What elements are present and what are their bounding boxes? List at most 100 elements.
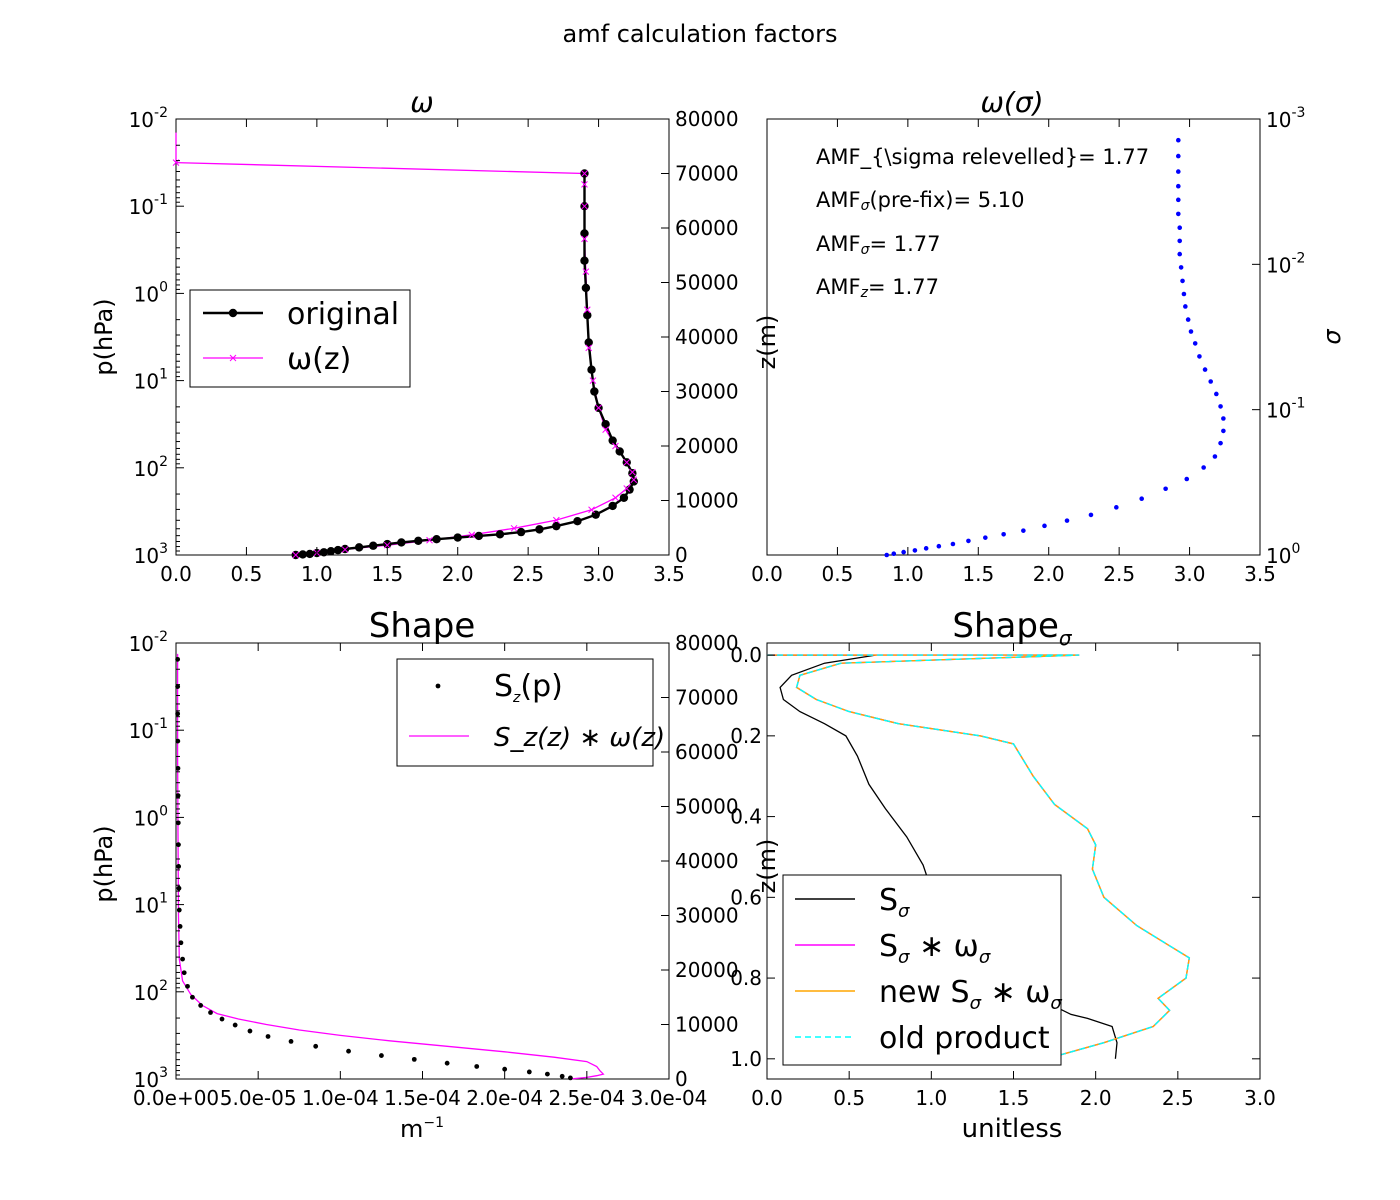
data-point-original <box>305 549 315 559</box>
y2-tick-label: 70000 <box>675 686 739 710</box>
text-part: -1 <box>1291 396 1305 412</box>
data-point-omega-z <box>612 442 619 450</box>
data-point-sz-p <box>232 1022 238 1028</box>
y-tick-label: 10-1 <box>129 192 168 219</box>
data-point-omega-z <box>383 541 391 549</box>
data-point-original <box>354 543 364 552</box>
data-point <box>1181 291 1187 297</box>
x-tick-label: 3.5 <box>1244 562 1276 586</box>
data-point-original <box>584 338 593 347</box>
annotation: AMFσ(pre-fix)= 5.10 <box>816 188 1025 214</box>
data-point-original <box>581 283 591 293</box>
x-axis-label: m−1 <box>400 1115 444 1143</box>
data-point <box>1177 251 1183 257</box>
y2-axis-label: σ <box>1318 329 1346 345</box>
data-point <box>1176 153 1181 159</box>
y-tick-label: 1.0 <box>730 1047 762 1071</box>
text-part: 2 <box>159 978 168 994</box>
text-part: σ <box>861 242 871 258</box>
data-point <box>1178 265 1184 270</box>
data-point-original <box>474 531 484 541</box>
text-part: -3 <box>1291 105 1305 121</box>
data-point-omega-z <box>581 202 588 210</box>
text-part: σ <box>1059 626 1073 650</box>
data-point <box>1188 329 1194 334</box>
data-point <box>1176 137 1181 143</box>
text-part: old product <box>879 1021 1050 1056</box>
text-part: 0 <box>159 279 168 295</box>
text-part: 10 <box>129 632 154 656</box>
y-tick-label: 0.8 <box>730 966 762 990</box>
chart-omega-sigma: 0.0 0.5 1.0 1.5 2.0 2.5 3.0 3.510-310-210-1100ω… <box>751 86 1346 586</box>
legend: Sz(p) S_z(z) ∗ ω(z) <box>396 658 665 767</box>
text-part: 10 <box>129 108 154 132</box>
legend-marker-sz-p <box>435 683 441 689</box>
text-part: AMF <box>816 275 861 299</box>
data-point <box>891 551 897 557</box>
data-point-sz-p <box>444 1060 450 1066</box>
data-point-sz-p <box>544 1071 550 1077</box>
annotation: AMFz= 1.77 <box>816 275 939 301</box>
data-point-sz-p <box>265 1034 271 1039</box>
y2-tick-label: 10000 <box>675 1013 739 1037</box>
data-point-sz-p <box>175 793 181 798</box>
legend-label-s-sigma-omega: Sσ ∗ ωσ <box>879 929 991 968</box>
y-tick-label: 10-2 <box>129 105 168 132</box>
data-point <box>1201 465 1206 470</box>
data-point-sz-p <box>175 711 181 717</box>
data-point-omega-z <box>595 404 602 412</box>
data-point <box>1197 354 1202 359</box>
y2-tick-label: 40000 <box>675 325 739 349</box>
y2-tick-label: 10-2 <box>1266 250 1305 277</box>
x-tick-label: 3.0 <box>1174 562 1206 586</box>
y-axis-label: z(m) <box>753 315 781 370</box>
chart-shape-sigma: 0.0 0.5 1.0 1.5 2.0 2.5 3.0 0.0 0.2 0.4 0.6 0.8 1.0 S… <box>730 606 1276 1144</box>
data-point <box>1183 304 1188 309</box>
data-point-original <box>629 477 638 486</box>
data-point-sz-p <box>177 924 183 929</box>
data-point-sz-p <box>175 684 181 689</box>
data-point <box>1221 416 1226 421</box>
text-part: 0 <box>1291 541 1300 557</box>
data-point <box>1185 317 1191 322</box>
text-part: -2 <box>154 629 168 645</box>
data-point <box>1176 183 1181 189</box>
chart-title: Shape <box>369 606 475 646</box>
text-part: 10 <box>134 370 159 394</box>
y-tick-label: 10-1 <box>129 716 168 743</box>
x-tick-label: 0.5 <box>833 1086 865 1110</box>
data-point-omega-z <box>581 235 588 243</box>
x-tick-label: 0.0 <box>751 1086 783 1110</box>
x-tick-label: 2.5e-04 <box>548 1086 625 1110</box>
data-point-omega-z <box>623 485 631 492</box>
text-part: -1 <box>154 192 168 208</box>
data-point-original <box>319 548 329 557</box>
data-point <box>1064 518 1070 523</box>
data-point-original <box>587 365 596 374</box>
text-part: -2 <box>154 105 168 121</box>
data-point-original <box>383 539 392 549</box>
data-point-original <box>298 550 307 559</box>
y-tick-label: 0.0 <box>730 643 762 667</box>
data-point-sz-p <box>568 1075 573 1081</box>
data-point <box>901 549 906 555</box>
data-point-sz-p <box>474 1064 480 1069</box>
y2-tick-label: 70000 <box>675 162 739 186</box>
data-point-sz-p <box>175 738 181 744</box>
data-point-omega-z <box>585 344 593 352</box>
data-point <box>936 543 942 549</box>
data-point-sz-p <box>411 1056 417 1062</box>
data-point-original <box>615 447 624 456</box>
legend-marker-original <box>228 308 238 318</box>
data-point-original <box>580 256 589 265</box>
y-tick-label: 10-2 <box>129 629 168 656</box>
y-tick-label: 103 <box>134 1065 168 1092</box>
data-point-original <box>516 527 526 537</box>
annotation: AMF_{\sigma relevelled}= 1.77 <box>816 145 1149 170</box>
data-point <box>1218 404 1223 409</box>
text-part: -1 <box>154 716 168 732</box>
legend-label-original: original <box>287 297 399 332</box>
y2-tick-label: 40000 <box>675 849 739 873</box>
data-point-original <box>583 311 592 320</box>
data-point-sz-p <box>175 765 181 771</box>
